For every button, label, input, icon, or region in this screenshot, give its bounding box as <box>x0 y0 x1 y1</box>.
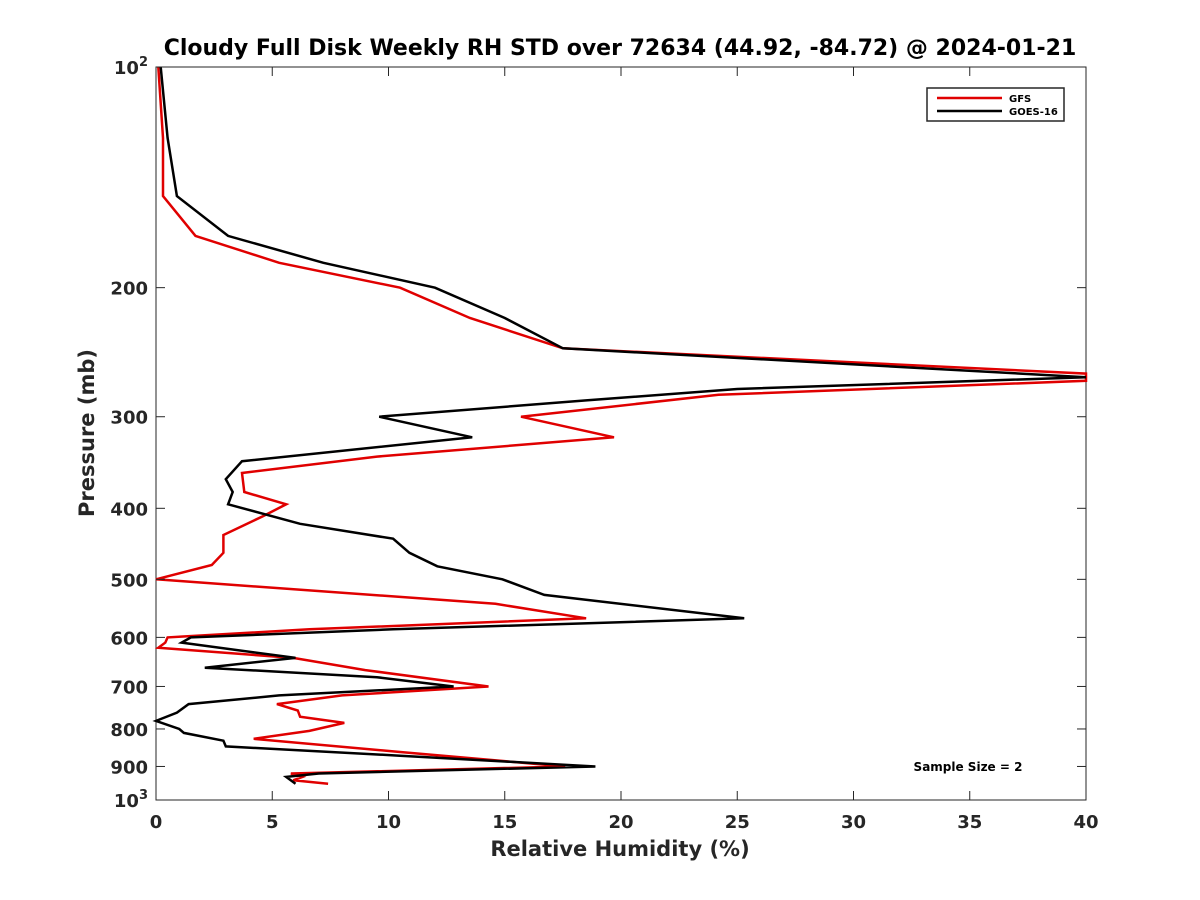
y-tick-label: 300 <box>110 408 148 429</box>
legend-box <box>926 87 1065 122</box>
x-tick-label: 5 <box>266 812 279 833</box>
y-tick-label: 800 <box>110 720 148 741</box>
y-tick-label: 200 <box>110 279 148 300</box>
x-tick-label: 35 <box>957 812 982 833</box>
x-tick-label: 0 <box>150 812 163 833</box>
x-axis: 0 5 10 15 20 25 30 35 40 <box>150 67 1099 833</box>
x-tick-label: 40 <box>1073 812 1098 833</box>
legend: GFS GOES-16 <box>926 87 1065 122</box>
sample-size-annotation: Sample Size = 2 <box>914 760 1023 774</box>
y-axis: 102 200 300 400 500 600 700 800 900 103 <box>110 55 1086 812</box>
series-line-goes-16 <box>152 66 1087 785</box>
legend-label: GOES-16 <box>1009 107 1058 118</box>
y-tick-label: 102 <box>114 55 148 79</box>
y-axis-label: Pressure (mb) <box>75 349 99 517</box>
y-tick-label: 103 <box>114 788 148 812</box>
y-tick-label: 400 <box>110 499 148 520</box>
x-axis-label: Relative Humidity (%) <box>490 837 749 861</box>
x-tick-label: 15 <box>492 812 517 833</box>
x-tick-label: 20 <box>608 812 633 833</box>
chart-title: Cloudy Full Disk Weekly RH STD over 7263… <box>164 36 1077 61</box>
x-tick-label: 10 <box>376 812 401 833</box>
y-tick-label: 900 <box>110 757 148 778</box>
y-tick-label: 500 <box>110 570 148 591</box>
legend-label: GFS <box>1009 94 1031 105</box>
x-tick-label: 25 <box>725 812 750 833</box>
y-tick-label: 600 <box>110 628 148 649</box>
x-tick-label: 30 <box>841 812 866 833</box>
y-tick-label: 700 <box>110 677 148 698</box>
